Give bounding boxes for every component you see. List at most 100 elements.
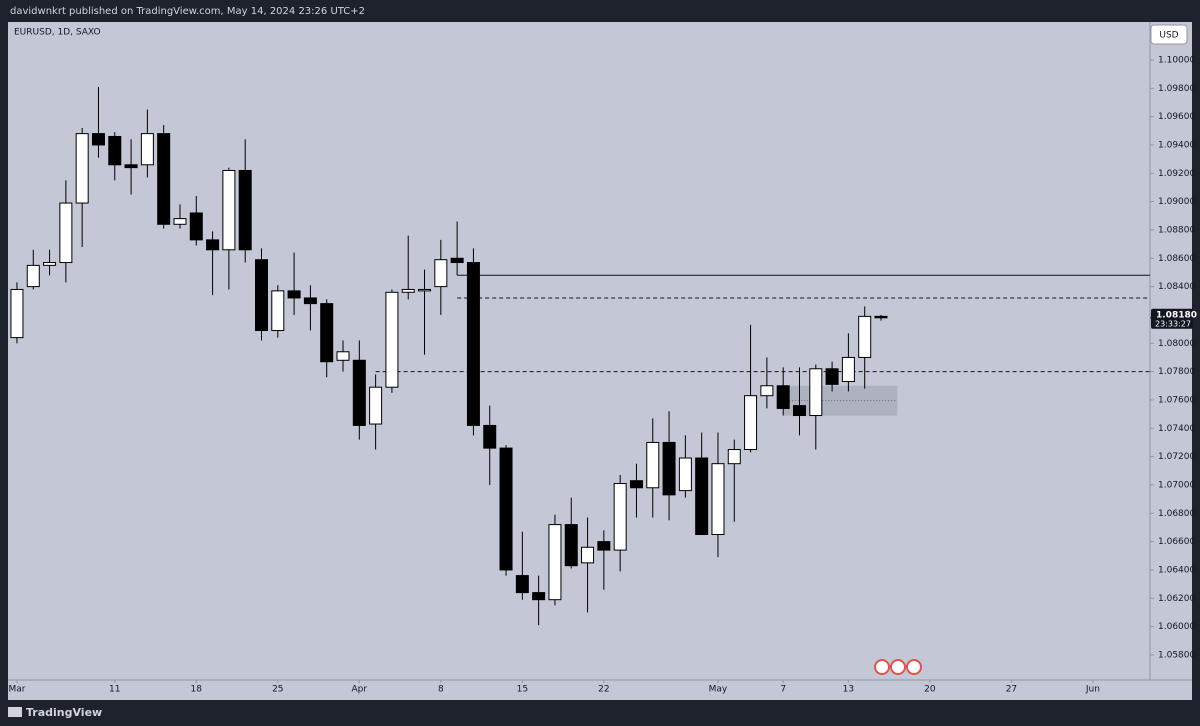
candle-body xyxy=(695,457,709,536)
x-tick-label: Mar xyxy=(8,685,25,695)
candle-body xyxy=(352,359,366,426)
x-tick-label: 13 xyxy=(843,685,854,695)
currency-label: USD xyxy=(1159,31,1178,41)
candle-body xyxy=(26,264,40,288)
candle-body xyxy=(711,463,725,536)
countdown-label: 23:33:27 xyxy=(1155,319,1191,328)
candle-body xyxy=(271,290,285,332)
candle-body xyxy=(206,239,220,251)
candle-body xyxy=(678,457,692,492)
x-tick-label: Apr xyxy=(352,685,368,695)
candle-body xyxy=(776,385,790,409)
y-tick-label: 1.06000 xyxy=(1158,622,1195,632)
y-tick-label: 1.07000 xyxy=(1158,480,1195,490)
candle-body xyxy=(287,290,301,299)
candle-body xyxy=(303,297,317,305)
candle-body xyxy=(189,212,203,241)
candle-body xyxy=(564,524,578,567)
candle-body xyxy=(10,288,24,339)
candle-body xyxy=(858,315,872,358)
brand: TradingView xyxy=(26,706,102,719)
y-tick-label: 1.08800 xyxy=(1158,225,1195,235)
candle-body xyxy=(841,356,855,383)
candle-body xyxy=(320,303,334,363)
candle-body xyxy=(727,449,741,465)
y-tick-label: 1.06600 xyxy=(1158,537,1195,547)
y-tick-label: 1.06400 xyxy=(1158,565,1195,575)
x-tick-label: 27 xyxy=(1006,685,1017,695)
x-tick-label: 18 xyxy=(191,685,203,695)
event-flags xyxy=(874,659,922,675)
x-tick-label: 8 xyxy=(438,685,444,695)
symbol-title: EURUSD, 1D, SAXO xyxy=(14,28,101,38)
candle-body xyxy=(450,257,464,264)
x-tick-label: 20 xyxy=(924,685,936,695)
y-tick-label: 1.08600 xyxy=(1158,254,1195,264)
candle-body xyxy=(532,592,546,601)
x-tick-label: 11 xyxy=(109,685,120,695)
y-tick-label: 1.05800 xyxy=(1158,650,1195,660)
candle-body xyxy=(108,135,122,166)
y-tick-label: 1.06800 xyxy=(1158,509,1195,519)
y-tick-label: 1.07600 xyxy=(1158,395,1195,405)
y-tick-label: 1.09000 xyxy=(1158,197,1195,207)
candle-body xyxy=(336,351,350,361)
x-tick-label: Jun xyxy=(1085,685,1100,695)
brand-logo xyxy=(8,707,22,717)
chart-background xyxy=(8,22,1192,700)
y-tick-label: 1.09800 xyxy=(1158,84,1195,94)
y-tick-label: 1.08400 xyxy=(1158,282,1195,292)
candle-body xyxy=(646,441,660,489)
x-tick-label: May xyxy=(709,685,728,695)
candle-body xyxy=(91,133,105,146)
candle-body xyxy=(75,133,89,204)
candle-body xyxy=(809,368,823,417)
candle-body xyxy=(140,133,154,166)
candle-body xyxy=(515,575,529,594)
candle-body xyxy=(581,546,595,564)
x-tick-label: 22 xyxy=(598,685,609,695)
last-price-label: 1.08180 xyxy=(1156,310,1197,320)
x-tick-label: 7 xyxy=(780,685,786,695)
currency-button[interactable] xyxy=(1150,24,1188,45)
candle-body xyxy=(597,541,611,551)
candle-body xyxy=(238,169,252,251)
y-tick-label: 1.09400 xyxy=(1158,140,1195,150)
y-tick-label: 1.08000 xyxy=(1158,339,1195,349)
candle-body xyxy=(499,447,513,571)
candle-body xyxy=(418,288,432,292)
publish-header: davidwnkrt published on TradingView.com,… xyxy=(10,6,365,17)
candle-body xyxy=(613,483,627,551)
candle-body xyxy=(173,218,187,225)
y-tick-label: 1.07200 xyxy=(1158,452,1195,462)
y-tick-label: 1.10000 xyxy=(1158,55,1195,65)
candle-body xyxy=(792,405,806,417)
last-price-box xyxy=(1151,308,1193,329)
y-tick-label: 1.09600 xyxy=(1158,112,1195,122)
candle-body xyxy=(466,262,480,426)
candle-body xyxy=(744,395,758,451)
candle-body xyxy=(59,202,73,264)
candle-body xyxy=(874,315,888,319)
y-tick-label: 1.07800 xyxy=(1158,367,1195,377)
candle-body xyxy=(369,386,383,425)
candle-body xyxy=(157,133,171,225)
candle-body xyxy=(124,164,138,169)
y-tick-label: 1.07400 xyxy=(1158,424,1195,434)
candle-body xyxy=(760,385,774,397)
candle-body xyxy=(401,288,415,293)
candle-body xyxy=(43,262,57,266)
y-tick-label: 1.06200 xyxy=(1158,594,1195,604)
candle-body xyxy=(254,259,268,332)
candle-body xyxy=(483,424,497,449)
candle-body xyxy=(385,291,399,388)
candle-body xyxy=(548,524,562,601)
candle-body xyxy=(662,441,676,496)
candle-body xyxy=(434,259,448,288)
candle-body xyxy=(629,480,643,489)
candle-body xyxy=(825,368,839,385)
y-tick-label: 1.09200 xyxy=(1158,169,1195,179)
candle-body xyxy=(222,169,236,251)
